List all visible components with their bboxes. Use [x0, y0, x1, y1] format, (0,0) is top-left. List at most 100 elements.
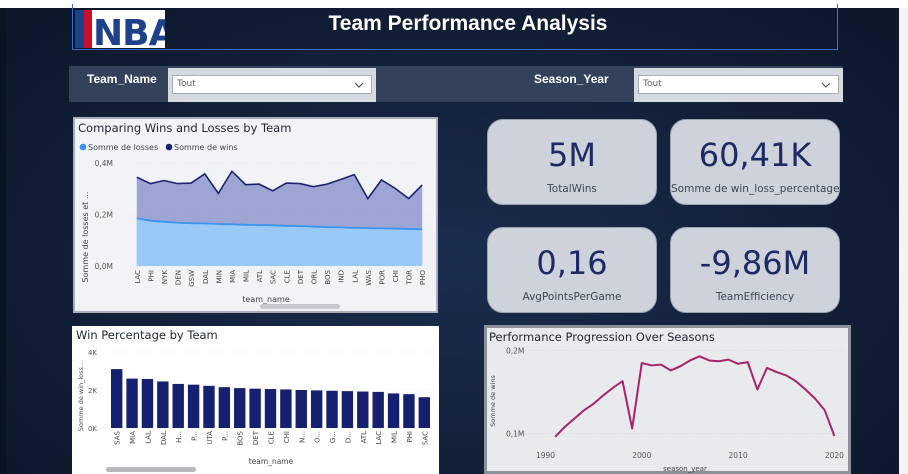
x-tick-label: BOS	[324, 269, 332, 284]
bar	[310, 390, 323, 428]
x-tick-label: BOS	[237, 430, 245, 445]
wins-losses-chart-card[interactable]: Comparing Wins and Losses by Team Somme …	[73, 117, 438, 313]
x-tick-label: P...	[191, 431, 199, 441]
chevron-down-icon	[354, 82, 364, 88]
kpi-label: Somme de win_loss_percentage	[671, 183, 840, 195]
kpi-value: 5M	[548, 136, 596, 174]
x-tick-label: MIL	[243, 270, 251, 282]
bar	[172, 383, 184, 428]
y-axis-label: Somme de win_loss...	[77, 361, 85, 431]
team-filter: Tout	[168, 68, 376, 102]
chart-scrollbar[interactable]	[106, 467, 196, 472]
x-tick-label: LAL	[351, 270, 359, 283]
bar	[249, 388, 261, 428]
bar	[418, 397, 431, 428]
bar	[295, 390, 307, 428]
bar	[187, 384, 200, 428]
bar	[341, 391, 354, 428]
kpi-card-win-loss-percentage[interactable]: 60,41K Somme de win_loss_percentage	[670, 119, 840, 205]
kpi-value: 60,41K	[698, 136, 812, 174]
x-tick-label: LAC	[134, 270, 142, 284]
performance-progression-chart-card[interactable]: Performance Progression Over Seasons Som…	[484, 325, 851, 474]
x-tick-label: 2010	[729, 451, 748, 460]
x-tick-label: LAC	[375, 431, 383, 445]
x-tick-label: N...	[298, 431, 306, 443]
left-edge	[0, 8, 6, 474]
x-tick-label: MIL	[391, 431, 399, 443]
x-tick-label: SAC	[421, 431, 429, 445]
top-strip	[0, 0, 908, 8]
x-tick-label: CHI	[283, 431, 291, 443]
x-tick-label: GSW	[188, 270, 196, 287]
x-tick-label: O...	[314, 431, 322, 443]
x-tick-label: CLE	[283, 270, 291, 283]
x-tick-label: 2000	[632, 451, 651, 460]
x-tick-label: PHO	[419, 270, 427, 285]
legend-marker-wins	[165, 143, 173, 151]
kpi-card-avg-points[interactable]: 0,16 AvgPointsPerGame	[487, 227, 657, 313]
kpi-label: AvgPointsPerGame	[522, 291, 622, 303]
x-tick-label: LAL	[144, 431, 152, 444]
y-tick-label: 0,4M	[95, 159, 113, 168]
performance-progression-chart: Performance Progression Over Seasons Som…	[489, 330, 844, 473]
logo-text: NBA	[93, 13, 165, 48]
x-tick-label: ATL	[360, 431, 368, 444]
y-tick-label: 2K	[88, 387, 97, 395]
y-tick-label: 0K	[88, 425, 97, 433]
y-tick-label: 0,2M	[506, 346, 524, 355]
legend-label-losses: Somme de losses	[88, 143, 158, 152]
bar	[387, 393, 400, 428]
bar	[110, 369, 123, 428]
team-dropdown[interactable]: Tout	[172, 75, 372, 94]
y-tick-label: 4K	[88, 349, 97, 357]
x-tick-label: SAC	[270, 270, 278, 284]
season-dropdown[interactable]: Tout	[638, 75, 839, 94]
x-tick-label: H...	[175, 431, 183, 443]
chart-title: Win Percentage by Team	[76, 328, 218, 342]
bar	[264, 389, 277, 428]
page-title: Team Performance Analysis	[328, 12, 608, 35]
logo-white-panel	[92, 10, 165, 48]
kpi-value: 0,16	[536, 244, 608, 282]
x-tick-label: ATL	[256, 270, 264, 283]
season-filter-label: Season_Year	[534, 72, 609, 86]
x-tick-label: MIN	[215, 270, 223, 283]
x-tick-label: MIA	[229, 270, 237, 283]
x-tick-label: POR	[378, 270, 386, 285]
legend-label-wins: Somme de wins	[174, 143, 238, 152]
x-tick-label: CLE	[268, 431, 276, 444]
y-tick-label: 0,1M	[506, 430, 524, 439]
x-tick-label: DET	[252, 430, 260, 445]
x-tick-label: G...	[329, 431, 337, 443]
x-tick-label: UTA	[206, 431, 214, 445]
kpi-card-total-wins[interactable]: 5M TotalWins	[487, 119, 657, 205]
team-dropdown-value: Tout	[177, 79, 196, 89]
x-tick-label: P...	[221, 431, 229, 441]
y-axis-label: Somme de losses et ...	[81, 192, 90, 283]
y-axis-label: Somme de wins	[489, 375, 497, 427]
x-tick-label: DAL	[160, 431, 168, 445]
bar	[234, 388, 246, 428]
bar	[157, 381, 169, 428]
nba-logo: NBA	[75, 10, 165, 48]
losses-series-line	[136, 217, 423, 231]
legend-marker-losses	[79, 143, 87, 151]
x-tick-label: WAS	[365, 269, 373, 285]
x-axis-label: team_name	[242, 295, 290, 304]
filter-bar: Team_Name Tout Season_Year Tout	[69, 66, 843, 102]
x-tick-label: IND	[338, 270, 346, 283]
x-tick-label: TOR	[406, 270, 414, 286]
win-percentage-chart-card[interactable]: Win Percentage by Team Somme de win_loss…	[72, 326, 439, 474]
x-tick-label: DEN	[175, 270, 183, 285]
bar	[126, 378, 138, 428]
kpi-value: -9,86M	[699, 244, 811, 282]
kpi-label: TeamEfficiency	[715, 291, 795, 303]
kpi-card-team-efficiency[interactable]: -9,86M TeamEfficiency	[670, 227, 840, 313]
chart-scrollbar[interactable]	[260, 304, 340, 309]
team-filter-label: Team_Name	[87, 72, 157, 86]
right-scroll-gutter	[899, 8, 908, 474]
x-tick-label: PHI	[406, 431, 414, 443]
y-tick-label: 0,0M	[95, 262, 113, 271]
x-tick-label: DET	[297, 269, 305, 284]
win-percentage-chart: Win Percentage by Team Somme de win_loss…	[76, 328, 432, 472]
